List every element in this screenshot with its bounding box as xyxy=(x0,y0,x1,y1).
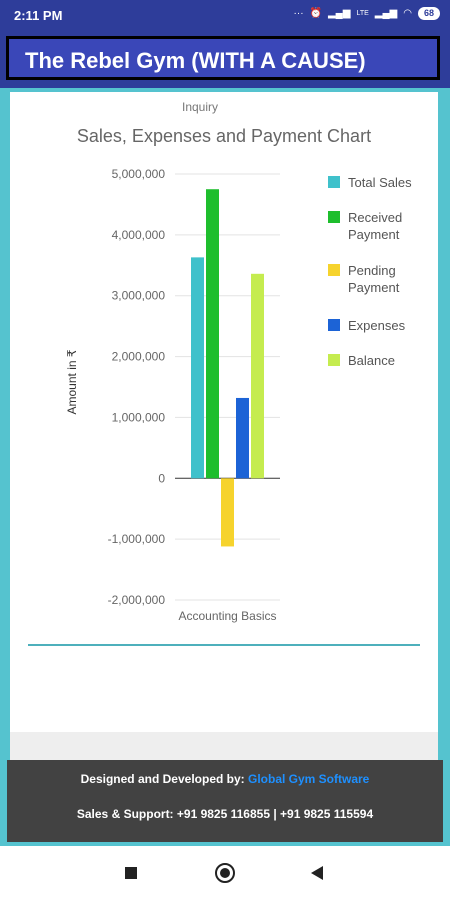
legend-swatch xyxy=(328,264,340,276)
bar-received-payment xyxy=(206,189,219,479)
status-icons: ··· ⏰ ▂▄▆ LTE ▂▄▆ ◠ 68 xyxy=(294,7,440,20)
status-bar: 2:11 PM ··· ⏰ ▂▄▆ LTE ▂▄▆ ◠ 68 xyxy=(0,0,450,30)
nav-bar xyxy=(0,846,450,900)
legend-swatch xyxy=(328,211,340,223)
legend-label: Pending xyxy=(348,263,396,278)
legend-label: Payment xyxy=(348,227,400,242)
designed-by-label: Designed and Developed by: xyxy=(80,772,248,786)
y-tick-label: 3,000,000 xyxy=(112,289,166,303)
legend-label: Balance xyxy=(348,353,395,368)
legend-label: Total Sales xyxy=(348,175,412,190)
recents-button[interactable] xyxy=(120,862,142,884)
chart-title: Sales, Expenses and Payment Chart xyxy=(77,126,371,146)
legend-swatch xyxy=(328,319,340,331)
grey-band xyxy=(10,732,438,760)
app-title-box: The Rebel Gym (WITH A CAUSE) xyxy=(6,36,440,80)
footer-support: Sales & Support: +91 9825 116855 | +91 9… xyxy=(76,807,374,821)
inquiry-label: Inquiry xyxy=(182,100,219,114)
app-header: The Rebel Gym (WITH A CAUSE) xyxy=(0,30,450,88)
y-tick-label: 0 xyxy=(158,471,165,485)
wifi-icon: ◠ xyxy=(403,8,412,19)
y-tick-label: 2,000,000 xyxy=(112,350,166,364)
bar-pending-payment xyxy=(221,478,234,547)
signal-icon: ▂▄▆ xyxy=(327,8,351,19)
x-category-label: Accounting Basics xyxy=(178,609,276,623)
y-tick-label: 5,000,000 xyxy=(112,167,166,181)
chart-card: Inquiry Sales, Expenses and Payment Char… xyxy=(10,92,438,732)
app-title: The Rebel Gym (WITH A CAUSE) xyxy=(25,48,366,73)
footer: Designed and Developed by: Global Gym So… xyxy=(7,760,443,842)
bar-total-sales xyxy=(191,257,204,479)
y-tick-label: -1,000,000 xyxy=(108,532,166,546)
content-frame: Inquiry Sales, Expenses and Payment Char… xyxy=(0,88,450,846)
alarm-icon: ⏰ xyxy=(309,8,322,19)
y-tick-label: 1,000,000 xyxy=(112,410,166,424)
lte-icon: LTE xyxy=(356,10,369,17)
sales-chart: Sales, Expenses and Payment Chart 5,000,0… xyxy=(65,126,412,623)
legend-swatch xyxy=(328,354,340,366)
battery-icon: 68 xyxy=(417,7,440,20)
circle-icon xyxy=(215,863,235,883)
bar-balance xyxy=(251,273,264,479)
more-icon: ··· xyxy=(293,8,304,19)
divider xyxy=(28,644,420,646)
home-button[interactable] xyxy=(214,862,236,884)
signal-icon: ▂▄▆ xyxy=(374,8,398,19)
y-axis-label: Amount in ₹ xyxy=(65,349,79,414)
legend-swatch xyxy=(328,176,340,188)
triangle-back-icon xyxy=(311,866,323,880)
designed-by-link[interactable]: Global Gym Software xyxy=(248,772,370,786)
status-time: 2:11 PM xyxy=(14,8,63,23)
y-tick-label: 4,000,000 xyxy=(112,228,166,242)
legend-label: Expenses xyxy=(348,318,406,333)
footer-credits: Designed and Developed by: Global Gym So… xyxy=(7,772,443,786)
square-icon xyxy=(125,867,137,879)
y-tick-label: -2,000,000 xyxy=(108,593,166,607)
legend-label: Received xyxy=(348,210,402,225)
back-button[interactable] xyxy=(306,862,328,884)
bar-expenses xyxy=(236,397,249,479)
legend-label: Payment xyxy=(348,280,400,295)
